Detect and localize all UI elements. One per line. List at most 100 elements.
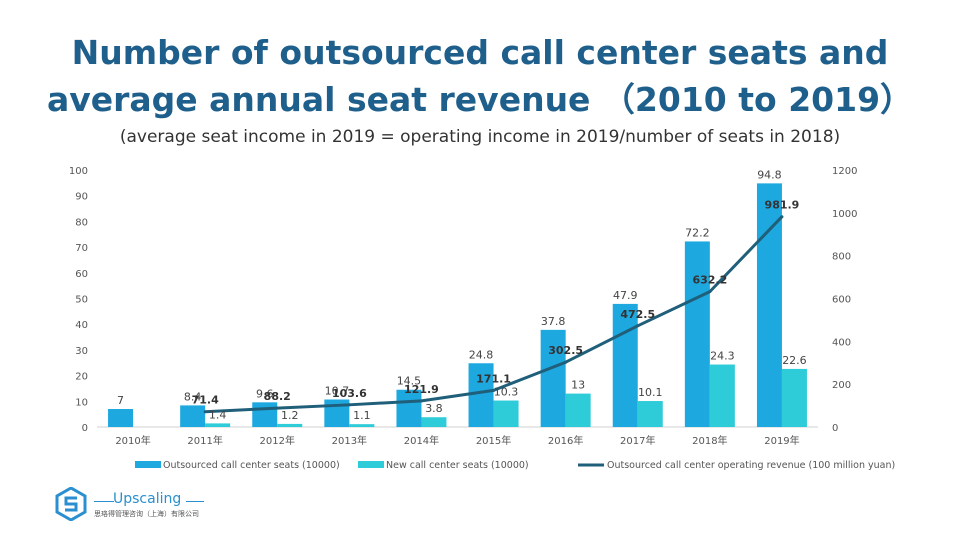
data-label-operating-revenue: 981.9 — [765, 199, 800, 212]
y-left-tick-label: 40 — [75, 320, 88, 331]
point-operating-revenue — [275, 406, 279, 410]
data-label-outsourced-seats: 9.6 — [256, 387, 274, 400]
data-label-operating-revenue: 88.2 — [264, 390, 291, 403]
data-label-outsourced-seats: 7 — [117, 394, 124, 407]
y-left-tick-label: 60 — [75, 269, 88, 280]
bar-outsourced-seats — [684, 241, 710, 427]
point-operating-revenue — [419, 399, 423, 403]
data-label-new-seats: 13 — [571, 379, 585, 392]
bar-new-seats — [421, 417, 447, 427]
bar-outsourced-seats — [396, 389, 422, 427]
upscaling-logo-icon — [55, 487, 87, 521]
chart-bars — [108, 183, 807, 427]
x-tick-label: 2013年 — [332, 434, 367, 447]
y-left-tick-label: 70 — [75, 243, 88, 254]
data-label-outsourced-seats: 10.7 — [325, 385, 350, 398]
point-operating-revenue — [203, 410, 207, 414]
bar-new-seats — [781, 368, 807, 427]
y-left-tick-label: 20 — [75, 372, 88, 383]
point-operating-revenue — [636, 324, 640, 328]
bar-new-seats — [493, 400, 519, 427]
y-right-tick-label: 0 — [832, 423, 838, 434]
bar-new-seats — [565, 393, 591, 427]
y-right-tick-label: 600 — [832, 295, 851, 306]
y-left-tick-label: 30 — [75, 346, 88, 357]
x-tick-label: 2011年 — [187, 434, 222, 447]
bar-outsourced-seats — [612, 303, 638, 427]
chart-title-line2: average annual seat revenue （2010 to 201… — [46, 80, 914, 119]
data-label-operating-revenue: 121.9 — [404, 383, 439, 396]
bar-outsourced-seats — [540, 329, 566, 427]
data-label-new-seats: 24.3 — [710, 350, 735, 363]
y-right-tick-label: 200 — [832, 380, 851, 391]
bar-outsourced-seats — [468, 363, 494, 427]
point-operating-revenue — [780, 215, 784, 219]
bar-outsourced-seats — [180, 405, 206, 427]
data-label-operating-revenue: 632.2 — [692, 274, 727, 287]
data-label-new-seats: 1.4 — [209, 408, 227, 421]
x-tick-label: 2019年 — [764, 434, 799, 447]
chart-labels: 7 8.4 1.4 9.6 1.2 10.71.1 14.5 3.8 24.8 10.3 37.8 1… — [117, 168, 807, 422]
data-label-new-seats: 1.1 — [353, 409, 371, 422]
legend-swatch-outsourced-seats — [135, 461, 161, 468]
data-label-outsourced-seats: 14.5 — [397, 375, 422, 388]
bar-new-seats — [277, 423, 303, 427]
bar-new-seats — [205, 423, 231, 427]
point-operating-revenue — [347, 403, 351, 407]
point-operating-revenue — [564, 360, 568, 364]
chart-legend: Outsourced call center seats (10000) New … — [135, 460, 895, 471]
y-right-tick-label: 1200 — [832, 166, 857, 177]
chart-line — [203, 215, 784, 414]
y-left-tick-label: 50 — [75, 295, 88, 306]
data-label-new-seats: 22.6 — [782, 354, 807, 367]
legend-label-operating-revenue: Outsourced call center operating revenue… — [607, 460, 895, 471]
y-left-tick-label: 10 — [75, 397, 88, 408]
chart-title-line1: Number of outsourced call center seats a… — [71, 33, 889, 72]
data-label-operating-revenue: 302.5 — [548, 344, 583, 357]
logo-company-name: 思珞得管理咨询（上海）有限公司 — [94, 510, 199, 518]
logo-divider-left — [94, 501, 114, 502]
bar-new-seats — [349, 424, 375, 427]
logo-divider-right — [186, 501, 204, 502]
data-label-operating-revenue: 71.4 — [192, 394, 219, 407]
y-right-tick-label: 1000 — [832, 209, 857, 220]
point-operating-revenue — [492, 388, 496, 392]
data-label-new-seats: 10.3 — [494, 386, 519, 399]
data-label-outsourced-seats: 47.9 — [613, 289, 638, 302]
x-tick-label: 2014年 — [404, 434, 439, 447]
bar-new-seats — [637, 401, 663, 427]
data-label-operating-revenue: 103.6 — [332, 387, 367, 400]
x-tick-label: 2012年 — [260, 434, 295, 447]
data-label-outsourced-seats: 72.2 — [685, 226, 710, 239]
y-right-tick-label: 400 — [832, 337, 851, 348]
y-right-tick-label: 800 — [832, 252, 851, 263]
data-label-new-seats: 10.1 — [638, 386, 663, 399]
point-operating-revenue — [708, 290, 712, 294]
y-left-tick-label: 0 — [82, 423, 88, 434]
bar-outsourced-seats — [252, 402, 278, 427]
logo-name: Upscaling — [113, 491, 182, 507]
data-label-operating-revenue: 472.5 — [620, 308, 655, 321]
legend-label-new-seats: New call center seats (10000) — [386, 460, 529, 471]
legend-label-outsourced-seats: Outsourced call center seats (10000) — [163, 460, 340, 471]
x-tick-label: 2017年 — [620, 434, 655, 447]
data-label-new-seats: 3.8 — [425, 402, 443, 415]
legend-swatch-new-seats — [358, 461, 384, 468]
data-label-outsourced-seats: 8.4 — [184, 390, 202, 403]
x-tick-label: 2015年 — [476, 434, 511, 447]
y-left-tick-label: 80 — [75, 217, 88, 228]
x-tick-label: 2016年 — [548, 434, 583, 447]
data-label-outsourced-seats: 37.8 — [541, 315, 566, 328]
chart-axes: 0102030405060708090100020040060080010001… — [69, 166, 858, 447]
data-label-outsourced-seats: 94.8 — [757, 168, 782, 181]
bar-new-seats — [709, 364, 735, 427]
y-left-tick-label: 90 — [75, 192, 88, 203]
data-label-outsourced-seats: 24.8 — [469, 348, 494, 361]
x-tick-label: 2010年 — [115, 434, 150, 447]
bar-outsourced-seats — [108, 409, 134, 427]
data-label-operating-revenue: 171.1 — [476, 372, 511, 385]
y-left-tick-label: 100 — [69, 166, 88, 177]
x-tick-label: 2018年 — [692, 434, 727, 447]
